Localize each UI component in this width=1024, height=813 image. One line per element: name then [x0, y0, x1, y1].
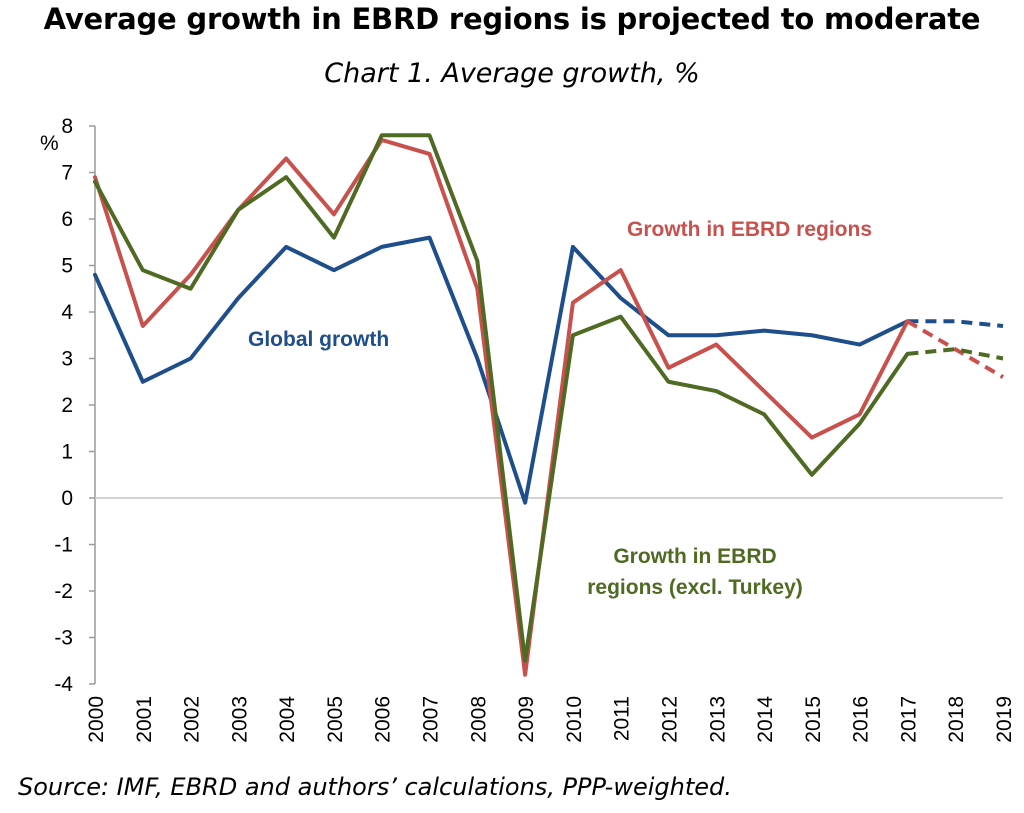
x-tick-label: 2009	[515, 696, 538, 743]
y-tick-label: -4	[54, 673, 73, 696]
x-tick-label: 2010	[563, 696, 586, 743]
x-tick-label: 2003	[228, 696, 251, 743]
y-tick-label: -3	[54, 627, 73, 650]
y-axis-unit-label: %	[40, 132, 59, 155]
y-tick-label: 8	[61, 115, 73, 138]
series-projection-line	[907, 347, 1004, 361]
y-tick-label: 6	[61, 208, 73, 231]
series-labels: Global growth Growth in EBRD regions Growt…	[248, 218, 872, 599]
chart-title: Average growth in EBRD regions is projec…	[43, 2, 981, 36]
series-projection-line	[906, 319, 1005, 379]
series-label: Global growth	[248, 328, 389, 351]
y-tick-label: 0	[61, 487, 73, 510]
axes: 8 7 6 5 4 3 2 1 0 -1 -2 -3 -4% 2000 2001 2002 2003 2004 20…	[40, 115, 1016, 743]
x-tick-label: 2012	[658, 696, 681, 743]
series-label: Growth in EBRD	[613, 545, 776, 568]
y-tick-label: 5	[61, 255, 73, 278]
x-tick-label: 2011	[611, 696, 634, 741]
x-tick-label: 2018	[945, 696, 968, 743]
x-tick-label: 2017	[897, 696, 920, 743]
series-line	[93, 235, 910, 505]
x-tick-label: 2000	[85, 696, 108, 743]
series-label: Growth in EBRD regions	[627, 218, 872, 241]
x-tick-label: 2007	[420, 696, 443, 743]
x-tick-label: 2016	[850, 696, 873, 743]
x-tick-label: 2019	[993, 696, 1016, 743]
x-tick-label: 2015	[802, 696, 825, 743]
y-tick-label: 1	[61, 441, 73, 464]
source-note: Source: IMF, EBRD and authors’ calculati…	[18, 773, 732, 801]
x-tick-label: 2002	[181, 696, 204, 743]
series-lines	[93, 133, 1005, 677]
x-tick-label: 2014	[754, 696, 777, 743]
y-tick-label: 3	[61, 348, 73, 371]
x-tick-label: 2005	[324, 696, 347, 743]
chart-subtitle: Chart 1. Average growth, %	[324, 58, 700, 89]
y-tick-label: 7	[61, 162, 73, 185]
series-line	[93, 133, 910, 663]
x-tick-label: 2013	[706, 696, 729, 743]
x-tick-label: 2006	[372, 696, 395, 743]
series-projection-line	[907, 319, 1004, 328]
x-tick-label: 2004	[276, 696, 299, 743]
y-tick-label: 2	[61, 394, 73, 417]
x-tick-label: 2008	[467, 696, 490, 743]
x-tick-label: 2001	[133, 696, 156, 743]
y-tick-label: 4	[61, 301, 73, 324]
y-tick-label: -1	[54, 534, 73, 557]
y-tick-label: -2	[54, 580, 73, 603]
series-label: regions (excl. Turkey)	[587, 576, 803, 599]
